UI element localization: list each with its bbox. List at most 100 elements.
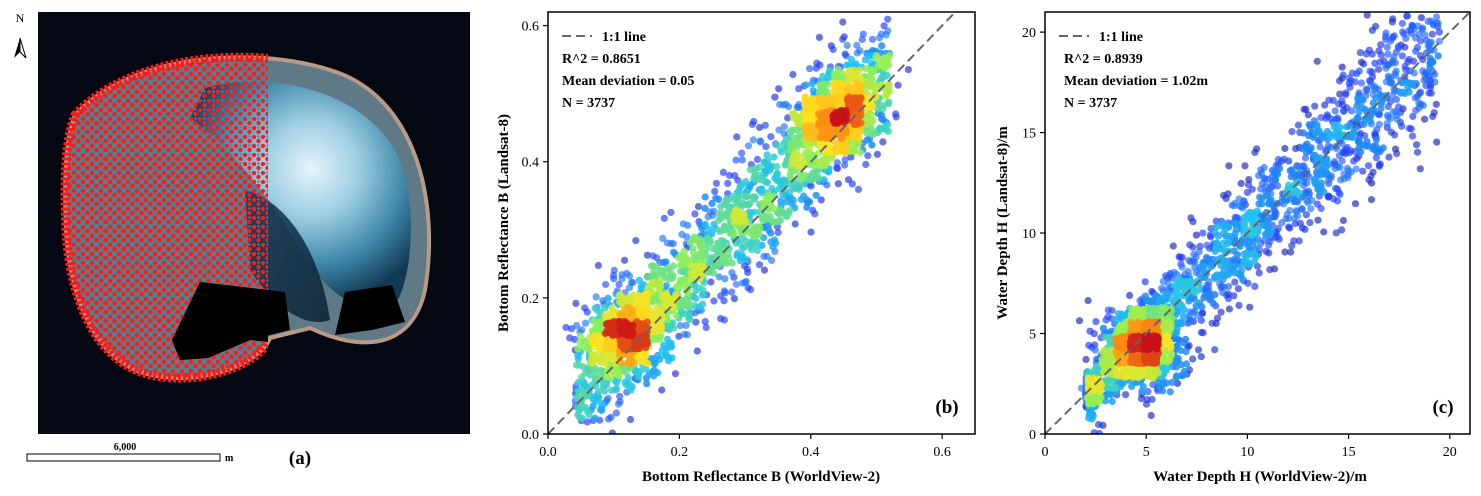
data-point [1172, 329, 1180, 337]
data-point [1090, 429, 1098, 434]
data-point [572, 299, 580, 307]
data-point [1136, 297, 1144, 305]
data-point [620, 294, 628, 303]
data-point [693, 236, 701, 244]
data-point [843, 70, 851, 78]
data-point [839, 115, 847, 123]
data-point [732, 280, 740, 288]
data-point [1169, 296, 1177, 305]
data-point [1365, 46, 1373, 54]
data-point [1414, 22, 1422, 30]
data-point [884, 127, 892, 135]
data-point [637, 283, 645, 291]
x-tick-label: 0.0 [539, 445, 557, 460]
data-point [743, 256, 751, 264]
data-point [1426, 46, 1434, 54]
data-point [729, 228, 737, 236]
data-point [602, 354, 611, 362]
data-point [1372, 135, 1380, 144]
data-point [780, 130, 788, 138]
data-point [904, 66, 912, 74]
y-tick-label: 15 [1022, 127, 1036, 142]
data-point [779, 190, 787, 198]
data-point [1338, 226, 1346, 234]
data-point [1398, 122, 1406, 130]
data-point [1398, 19, 1406, 28]
data-point [742, 237, 750, 245]
data-point [1197, 353, 1205, 361]
data-point [1288, 128, 1296, 136]
data-point [626, 415, 635, 424]
data-point [788, 126, 796, 134]
data-point [624, 374, 632, 382]
chart-c-points [1075, 12, 1443, 434]
data-point [775, 126, 783, 134]
data-point [1158, 284, 1166, 292]
data-point [648, 279, 656, 287]
data-point [724, 250, 732, 258]
data-point [670, 248, 678, 256]
data-point [1388, 18, 1396, 26]
data-point [868, 35, 877, 43]
data-point [865, 101, 873, 109]
data-point [1305, 192, 1313, 200]
data-point [642, 365, 650, 373]
data-point [1192, 253, 1200, 261]
data-point [1266, 197, 1275, 205]
data-point [1333, 185, 1342, 193]
data-point [1258, 194, 1266, 202]
data-point [853, 88, 861, 96]
data-point [679, 220, 687, 228]
data-point [722, 196, 730, 204]
data-point [708, 199, 716, 208]
data-point [667, 208, 675, 216]
data-point [1127, 310, 1135, 318]
data-point [590, 351, 598, 359]
data-point [701, 204, 709, 212]
data-point [612, 409, 620, 417]
data-point [732, 206, 740, 214]
data-point [638, 308, 646, 316]
data-point [873, 150, 881, 158]
data-point [1286, 206, 1294, 215]
data-point [675, 332, 683, 340]
data-point [839, 18, 847, 26]
data-point [643, 251, 651, 259]
data-point [628, 383, 636, 391]
data-point [1262, 208, 1271, 217]
data-point [643, 380, 651, 388]
data-point [1295, 237, 1303, 245]
data-point [1382, 78, 1390, 86]
data-point [1211, 291, 1219, 299]
data-point [601, 359, 609, 367]
data-point [737, 228, 745, 236]
data-point [1118, 310, 1126, 318]
data-point [862, 115, 870, 124]
data-point [562, 323, 570, 332]
north-arrow-icon [14, 37, 27, 59]
data-point [773, 169, 781, 177]
data-point [601, 304, 609, 312]
data-point [1262, 182, 1270, 190]
data-point [1298, 224, 1306, 232]
data-point [1230, 292, 1238, 300]
data-point [1164, 280, 1172, 288]
data-point [1336, 123, 1344, 131]
data-point [699, 253, 707, 261]
data-point [1334, 163, 1342, 171]
data-point [733, 133, 741, 141]
scale-value: 6,000 [114, 442, 137, 453]
data-point [1335, 152, 1343, 160]
data-point [837, 100, 845, 108]
data-point [1286, 185, 1294, 193]
data-point [742, 178, 750, 186]
data-point [784, 114, 792, 122]
data-point [879, 105, 887, 113]
data-point [605, 415, 613, 423]
data-point [853, 49, 861, 57]
data-point [1409, 112, 1417, 120]
data-point [741, 243, 749, 251]
data-point [623, 303, 631, 312]
data-point [1339, 216, 1347, 225]
data-point [1352, 165, 1360, 173]
